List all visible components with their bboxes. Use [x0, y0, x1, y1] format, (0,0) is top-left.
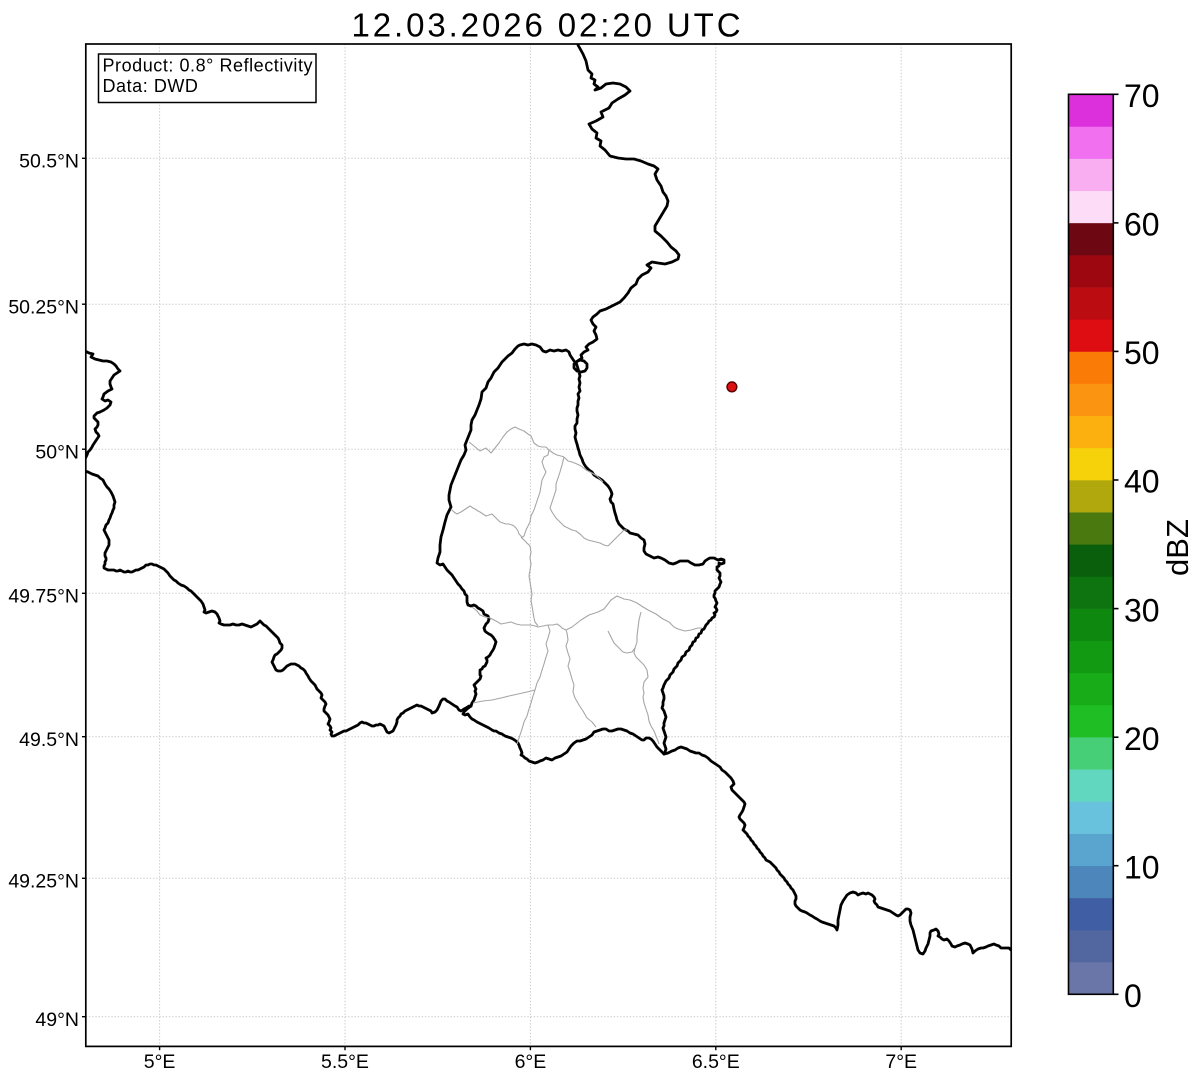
- svg-text:20: 20: [1124, 721, 1160, 757]
- svg-text:10: 10: [1124, 849, 1160, 885]
- svg-text:49.5°N: 49.5°N: [19, 729, 79, 751]
- svg-text:50: 50: [1124, 335, 1160, 371]
- svg-text:6°E: 6°E: [515, 1051, 547, 1073]
- svg-text:50.5°N: 50.5°N: [19, 150, 79, 172]
- svg-text:49°N: 49°N: [35, 1009, 79, 1031]
- svg-text:7°E: 7°E: [885, 1051, 917, 1073]
- svg-text:5.5°E: 5.5°E: [321, 1051, 369, 1073]
- svg-text:0: 0: [1124, 978, 1142, 1014]
- svg-text:50.25°N: 50.25°N: [8, 296, 79, 318]
- svg-text:40: 40: [1124, 464, 1160, 500]
- svg-text:49.75°N: 49.75°N: [8, 585, 79, 607]
- svg-text:dBZ: dBZ: [1160, 519, 1195, 576]
- svg-text:60: 60: [1124, 207, 1160, 243]
- svg-text:50°N: 50°N: [35, 441, 79, 463]
- svg-text:6.5°E: 6.5°E: [692, 1051, 740, 1073]
- svg-text:70: 70: [1124, 78, 1160, 114]
- svg-text:5°E: 5°E: [144, 1051, 176, 1073]
- svg-text:Data: DWD: Data: DWD: [103, 76, 199, 96]
- svg-text:12.03.2026 02:20 UTC: 12.03.2026 02:20 UTC: [352, 7, 744, 44]
- svg-text:49.25°N: 49.25°N: [8, 870, 79, 892]
- svg-text:Product: 0.8° Reflectivity: Product: 0.8° Reflectivity: [103, 56, 314, 76]
- svg-text:30: 30: [1124, 592, 1160, 628]
